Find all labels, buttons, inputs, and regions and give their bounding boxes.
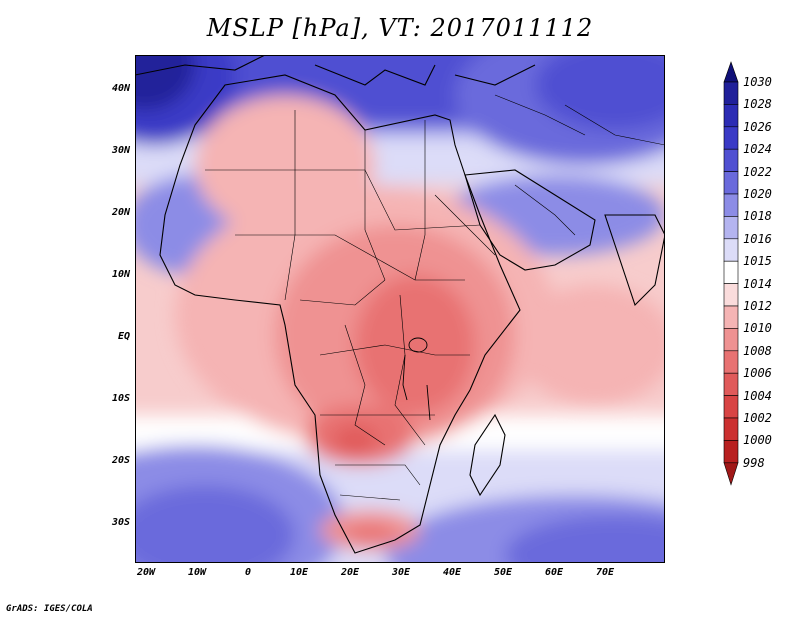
y-tick-label: 30S [111,517,130,528]
colorbar-label: 1015 [743,254,772,269]
colorbar-label: 1002 [743,411,772,425]
x-tick-label: 70E [596,567,615,578]
y-tick-label: 20N [111,207,130,218]
colorbar-label: 1022 [743,164,772,179]
colorbar-segment [723,238,739,262]
colorbar-label: 1010 [743,321,772,336]
colorbar-segment [723,126,739,150]
colorbar-label: 1004 [743,388,772,403]
colorbar-segment [723,395,739,419]
colorbar-label: 1020 [743,187,772,201]
x-tick-label: 10W [188,567,207,578]
y-tick-label: 10N [111,269,130,280]
y-tick-label: 30N [111,145,130,156]
y-tick-label: EQ [117,331,130,342]
x-tick-label: 20E [341,567,360,578]
colorbar-label: 1006 [743,366,772,381]
colorbar-segment [723,148,739,172]
map-frame [135,55,665,563]
y-tick-label: 20S [111,455,130,466]
colorbar-segment [723,283,739,307]
colorbar-label: 1012 [743,299,772,313]
x-tick-label: 10E [290,567,309,578]
colorbar-segment [723,462,739,486]
credit-text: GrADS: IGES/COLA [6,604,93,614]
colorbar-segment [723,216,739,240]
colorbar-label: 1008 [743,343,772,358]
colorbar-label: 1014 [743,276,772,291]
india [604,214,665,307]
map-plot-area [135,55,665,563]
colorbar-segment [723,350,739,374]
colorbar-label: 1018 [743,209,772,224]
colorbar-label: 1028 [743,97,772,112]
europe-coast [135,55,536,86]
colorbar-label: 1000 [743,433,772,448]
y-tick-label: 40N [111,83,130,94]
colorbar-segment [723,81,739,105]
colorbar-label: 1030 [743,75,772,89]
madagascar [469,413,506,497]
x-tick-label: 20W [137,567,156,578]
colorbar-label: 1016 [743,231,772,246]
y-tick-label: 10S [111,393,130,404]
colorbar-segment [723,260,739,284]
arabia [464,169,596,271]
colorbar-segment [723,61,739,83]
colorbar-label: 1024 [743,142,772,157]
colorbar-segment [723,417,739,441]
colorbar [723,61,739,486]
colorbar-segment [723,440,739,464]
colorbar-segment [723,171,739,195]
colorbar-segment [723,305,739,329]
colorbar-label: 1026 [743,119,772,134]
x-tick-label: 40E [443,567,462,578]
x-tick-label: 30E [392,567,411,578]
pressure-field [135,55,665,563]
x-tick-label: 0 [245,567,252,578]
colorbar-segment [723,372,739,396]
x-tick-label: 60E [545,567,564,578]
coastlines [135,55,665,554]
colorbar-segment [723,328,739,352]
mslp-map [135,55,665,563]
africa-coastline [159,74,521,554]
colorbar-label: 998 [743,455,765,470]
colorbar-segment [723,193,739,217]
colorbar-segment [723,104,739,128]
lakes [402,337,431,421]
x-tick-label: 50E [494,567,513,578]
map-title: MSLP [hPa], VT: 2017011112 [206,14,594,42]
country-borders [205,94,665,501]
